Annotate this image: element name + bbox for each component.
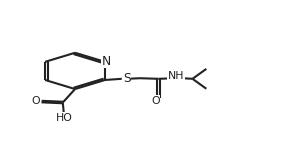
Text: O: O bbox=[31, 96, 40, 106]
Text: HO: HO bbox=[56, 113, 73, 123]
Text: O: O bbox=[151, 96, 160, 106]
Text: S: S bbox=[123, 72, 130, 85]
Text: NH: NH bbox=[168, 71, 184, 81]
Text: N: N bbox=[101, 55, 111, 68]
